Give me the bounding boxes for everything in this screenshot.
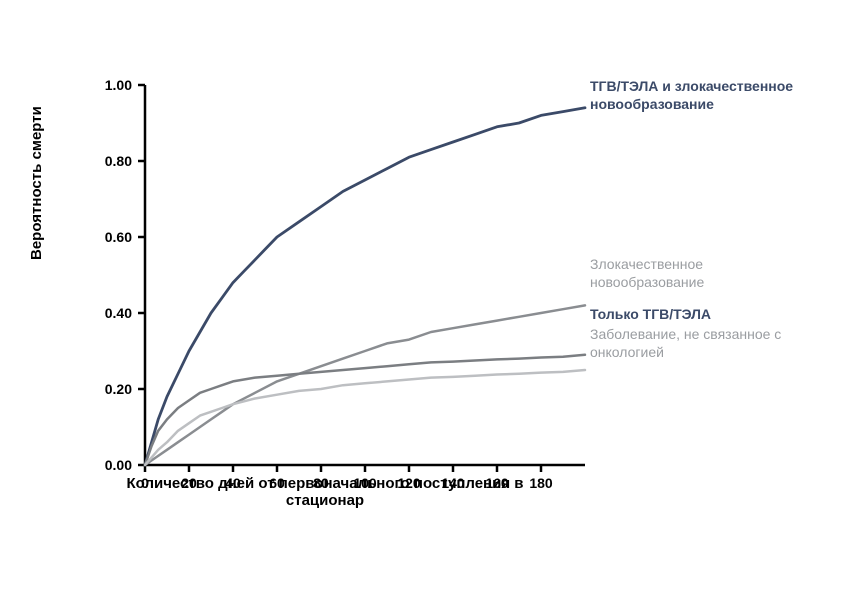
axes bbox=[145, 85, 585, 465]
series-noncancer bbox=[145, 370, 585, 465]
series-vte_only bbox=[145, 355, 585, 465]
legend-item-vte_cancer: ТГВ/ТЭЛА и злокачественное новообразован… bbox=[590, 78, 820, 113]
y-tick-label: 0.60 bbox=[105, 229, 132, 245]
series-cancer bbox=[145, 305, 585, 465]
y-tick-label: 0.00 bbox=[105, 457, 132, 473]
legend-item-vte_only: Только ТГВ/ТЭЛА bbox=[590, 306, 820, 324]
line-chart: 0.000.200.400.600.801.000204060801001201… bbox=[40, 40, 600, 510]
legend-item-cancer: Злокачественное новообразование bbox=[590, 256, 820, 291]
legend-item-noncancer: Заболевание, не связанное с онкологией bbox=[590, 326, 820, 361]
y-tick-label: 0.20 bbox=[105, 381, 132, 397]
x-axis-label: Количество дней от первоначального посту… bbox=[105, 475, 545, 509]
y-tick-label: 1.00 bbox=[105, 77, 132, 93]
y-tick-label: 0.40 bbox=[105, 305, 132, 321]
chart-container: Вероятность смерти 0.000.200.400.600.801… bbox=[0, 0, 842, 595]
y-tick-label: 0.80 bbox=[105, 153, 132, 169]
